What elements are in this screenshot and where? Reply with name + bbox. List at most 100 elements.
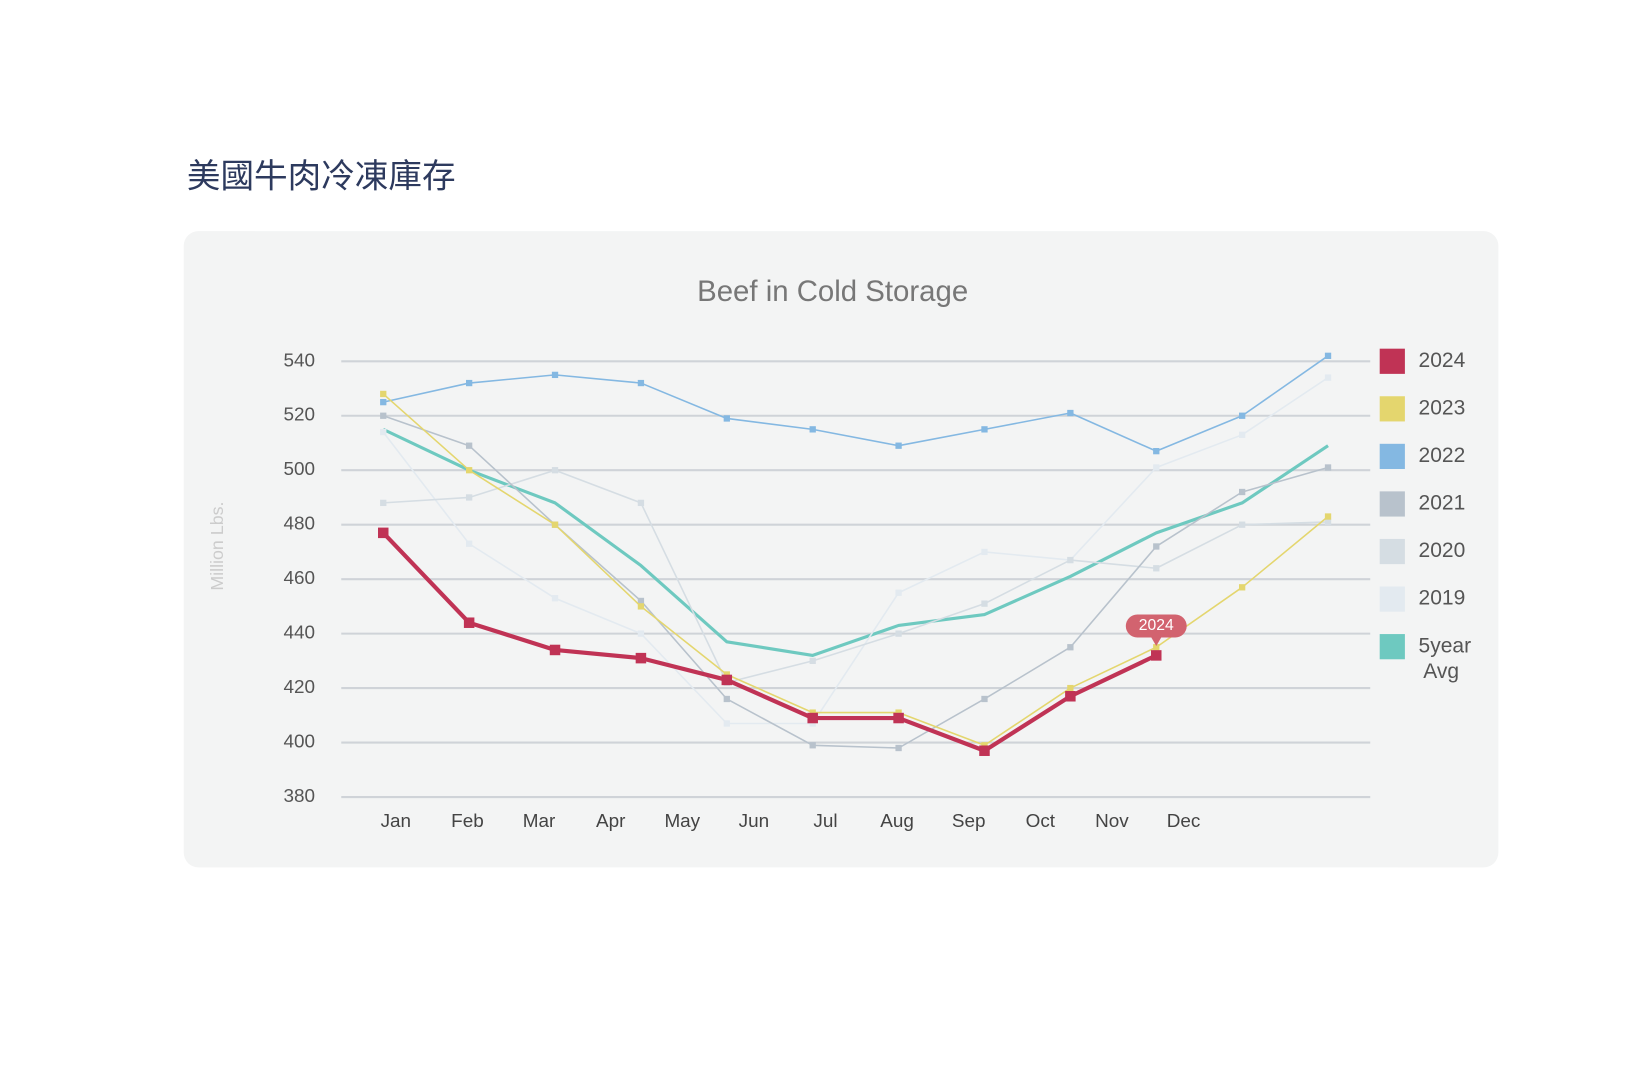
- point-marker: [380, 499, 387, 507]
- point-marker: [1239, 431, 1246, 438]
- legend-label: 2020: [1419, 539, 1466, 562]
- y-tick-label: 380: [283, 786, 315, 807]
- point-marker: [1239, 584, 1246, 591]
- point-marker: [465, 494, 473, 501]
- point-marker: [723, 720, 730, 727]
- point-marker: [637, 597, 645, 605]
- legend-swatch: [1379, 396, 1405, 422]
- point-marker: [1065, 691, 1076, 702]
- legend-label: 2022: [1419, 444, 1466, 467]
- point-marker: [809, 742, 816, 749]
- point-marker: [637, 630, 645, 637]
- point-marker: [895, 709, 902, 716]
- point-marker: [551, 467, 559, 474]
- chart-title: Beef in Cold Storage: [697, 275, 968, 308]
- y-axis-label: Million Lbs.: [207, 501, 227, 590]
- x-tick-label: Sep: [952, 811, 986, 832]
- x-tick-label: Jun: [739, 811, 769, 832]
- point-marker: [380, 398, 387, 406]
- x-tick-label: Nov: [1095, 811, 1129, 832]
- point-marker: [981, 742, 988, 749]
- point-marker: [895, 630, 902, 637]
- tooltip-arrow: [1151, 637, 1162, 646]
- point-marker: [1067, 684, 1074, 692]
- point-marker: [895, 589, 902, 596]
- point-marker: [1239, 488, 1246, 496]
- point-marker: [380, 428, 387, 436]
- series-line: [383, 469, 1329, 684]
- series-line: [382, 415, 1329, 749]
- point-marker: [465, 442, 473, 449]
- series-line: [382, 376, 1329, 725]
- point-marker: [809, 657, 816, 665]
- y-tick-label: 500: [283, 459, 315, 480]
- tooltip-label: 2024: [1139, 617, 1174, 634]
- x-tick-label: May: [664, 811, 700, 832]
- point-marker: [1153, 565, 1160, 572]
- point-marker: [1324, 518, 1332, 526]
- point-marker: [551, 595, 559, 602]
- point-marker: [465, 379, 473, 387]
- point-marker: [637, 499, 645, 507]
- x-tick-label: Feb: [451, 811, 484, 832]
- point-marker: [981, 695, 988, 703]
- point-marker: [1324, 374, 1332, 381]
- x-tick-label: Mar: [523, 811, 556, 832]
- y-tick-label: 460: [283, 568, 315, 589]
- point-marker: [981, 426, 988, 433]
- point-marker: [1324, 513, 1332, 520]
- legend-label: 2021: [1419, 492, 1466, 515]
- point-marker: [723, 671, 730, 678]
- point-marker: [809, 720, 816, 727]
- legend-swatch: [1379, 443, 1405, 470]
- point-marker: [1239, 412, 1246, 419]
- point-marker: [979, 745, 990, 756]
- legend-swatch: [1379, 634, 1405, 660]
- point-marker: [551, 521, 559, 528]
- point-marker: [981, 548, 988, 556]
- legend-label: 2019: [1419, 587, 1466, 610]
- point-marker: [635, 652, 647, 664]
- x-tick-label: Dec: [1167, 811, 1201, 832]
- legend-label: 2023: [1419, 396, 1466, 419]
- point-marker: [981, 600, 988, 607]
- point-marker: [809, 426, 816, 433]
- point-marker: [1151, 650, 1162, 661]
- point-marker: [549, 644, 561, 656]
- legend-label: 2024: [1419, 349, 1466, 372]
- y-tick-label: 440: [283, 623, 315, 644]
- y-tick-label: 480: [283, 514, 315, 535]
- series-line: [383, 355, 1329, 452]
- point-marker: [723, 415, 730, 422]
- chart-panel: [183, 231, 1499, 868]
- point-marker: [1153, 464, 1160, 471]
- point-marker: [893, 712, 904, 724]
- y-tick-label: 520: [283, 405, 315, 426]
- point-marker: [637, 379, 645, 387]
- point-marker: [380, 390, 387, 398]
- series-line: [382, 427, 1329, 657]
- point-marker: [721, 674, 733, 686]
- x-tick-label: Oct: [1026, 811, 1056, 832]
- point-marker: [807, 712, 818, 724]
- legend-swatch: [1379, 491, 1405, 517]
- point-marker: [1239, 521, 1246, 528]
- x-tick-label: Aug: [880, 811, 914, 832]
- x-tick-label: Jan: [381, 811, 411, 832]
- point-marker: [1153, 644, 1160, 651]
- point-marker: [378, 527, 389, 539]
- y-tick-label: 400: [283, 732, 315, 753]
- point-marker: [1067, 644, 1074, 651]
- point-marker: [895, 442, 902, 449]
- point-marker: [1067, 409, 1074, 417]
- legend-swatch: [1379, 538, 1405, 565]
- point-marker: [895, 744, 902, 752]
- point-marker: [1067, 556, 1074, 564]
- legend-label: 5year Avg: [1419, 634, 1472, 682]
- x-tick-label: Jul: [813, 811, 837, 832]
- tooltip-box: [1125, 614, 1187, 638]
- point-marker: [465, 540, 473, 547]
- point-marker: [809, 709, 816, 716]
- page-title: 美國牛肉冷凍庫存: [187, 157, 456, 196]
- legend-swatch: [1379, 348, 1405, 374]
